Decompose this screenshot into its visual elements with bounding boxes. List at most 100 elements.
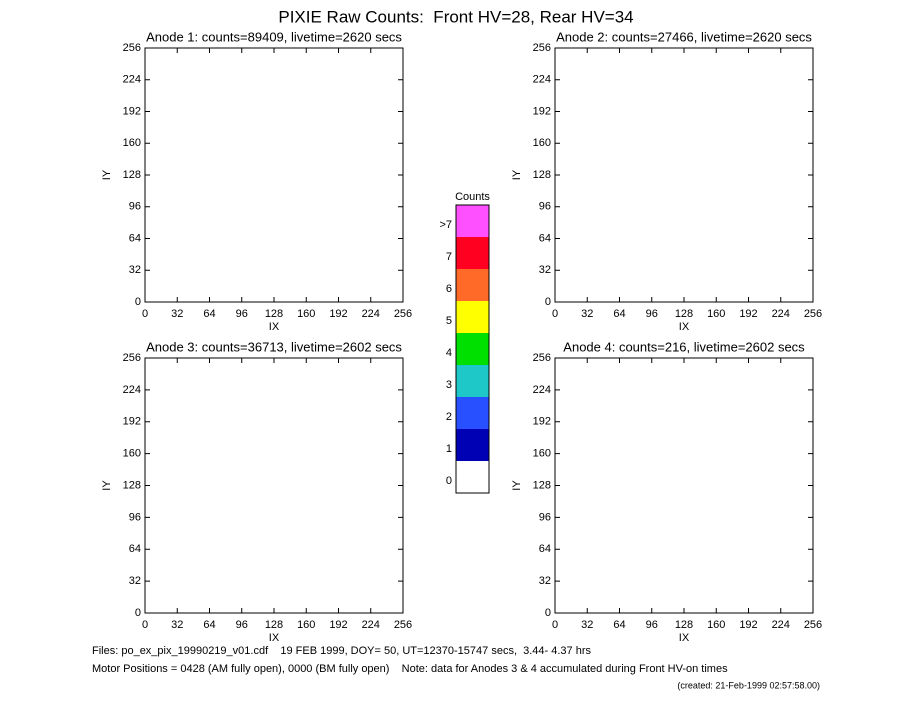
figure-title: PIXIE Raw Counts: Front HV=28, Rear HV=3… xyxy=(278,7,633,26)
panel-title: Anode 3: counts=36713, livetime=2602 sec… xyxy=(146,339,402,354)
colorbar-label: 1 xyxy=(446,443,452,455)
y-axis-label: IY xyxy=(511,480,523,491)
x-tick-label: 64 xyxy=(203,619,215,631)
plot-frame xyxy=(554,357,814,614)
x-tick-label: 96 xyxy=(236,308,248,320)
colorbar-label: 4 xyxy=(446,347,452,359)
y-tick-label: 96 xyxy=(129,511,141,523)
y-tick-label: 0 xyxy=(545,296,551,308)
colorbar-title: Counts xyxy=(455,191,490,203)
y-tick-label: 224 xyxy=(123,74,141,86)
y-tick-label: 160 xyxy=(123,448,141,460)
footer-note: (created: 21-Feb-1999 02:57:58.00) xyxy=(677,680,820,690)
x-tick-label: 32 xyxy=(581,308,593,320)
y-tick-label: 160 xyxy=(533,448,551,460)
y-axis-label: IY xyxy=(101,480,113,491)
x-tick-label: 96 xyxy=(236,619,248,631)
x-tick-label: 128 xyxy=(675,308,693,320)
x-axis-label: IX xyxy=(269,321,280,333)
x-tick-label: 160 xyxy=(297,619,315,631)
x-tick-label: 32 xyxy=(171,619,183,631)
colorbar-swatch xyxy=(456,205,489,237)
y-tick-label: 224 xyxy=(123,384,141,396)
colorbar-swatch xyxy=(456,301,489,333)
y-tick-label: 32 xyxy=(129,264,141,276)
x-tick-label: 96 xyxy=(646,619,658,631)
y-tick-label: 32 xyxy=(539,264,551,276)
x-tick-label: 0 xyxy=(142,619,148,631)
x-tick-label: 160 xyxy=(297,308,315,320)
y-tick-label: 256 xyxy=(533,42,551,54)
x-axis-label: IX xyxy=(679,632,690,644)
x-axis-label: IX xyxy=(679,321,690,333)
x-tick-label: 128 xyxy=(265,619,283,631)
x-tick-label: 128 xyxy=(265,308,283,320)
y-tick-label: 192 xyxy=(533,416,551,428)
x-tick-label: 0 xyxy=(552,619,558,631)
x-tick-label: 256 xyxy=(394,308,412,320)
colorbar-swatch xyxy=(456,333,489,365)
x-tick-label: 256 xyxy=(804,619,822,631)
plot-frame xyxy=(144,47,404,303)
x-tick-label: 256 xyxy=(804,308,822,320)
x-tick-label: 192 xyxy=(739,619,757,631)
y-axis-label: IY xyxy=(511,169,523,180)
x-tick-label: 0 xyxy=(142,308,148,320)
y-tick-label: 224 xyxy=(533,384,551,396)
colorbar-label: 7 xyxy=(446,251,452,263)
colorbar-swatch xyxy=(456,237,489,269)
colorbar-label: 6 xyxy=(446,283,452,295)
x-tick-label: 256 xyxy=(394,619,412,631)
y-tick-label: 128 xyxy=(123,479,141,491)
x-tick-label: 64 xyxy=(613,619,625,631)
y-tick-label: 160 xyxy=(533,137,551,149)
x-tick-label: 224 xyxy=(362,619,380,631)
x-tick-label: 64 xyxy=(203,308,215,320)
x-tick-label: 32 xyxy=(581,619,593,631)
y-tick-label: 256 xyxy=(123,352,141,364)
colorbar-label: 5 xyxy=(446,315,452,327)
x-tick-label: 160 xyxy=(707,619,725,631)
y-tick-label: 160 xyxy=(123,137,141,149)
colorbar-swatch xyxy=(456,461,489,493)
y-tick-label: 192 xyxy=(123,105,141,117)
x-tick-label: 224 xyxy=(362,308,380,320)
footer-line: Files: po_ex_pix_19990219_v01.cdf 19 FEB… xyxy=(92,645,591,657)
plot-frame xyxy=(554,47,814,303)
x-tick-label: 64 xyxy=(613,308,625,320)
y-tick-label: 32 xyxy=(539,575,551,587)
colorbar-swatch xyxy=(456,365,489,397)
x-tick-label: 224 xyxy=(772,308,790,320)
y-tick-label: 64 xyxy=(129,543,141,555)
y-tick-label: 0 xyxy=(135,607,141,619)
y-tick-label: 96 xyxy=(539,201,551,213)
panel-title: Anode 2: counts=27466, livetime=2620 sec… xyxy=(556,29,812,44)
x-tick-label: 0 xyxy=(552,308,558,320)
colorbar-label: >7 xyxy=(439,219,452,231)
x-tick-label: 128 xyxy=(675,619,693,631)
colorbar-swatch xyxy=(456,429,489,461)
x-tick-label: 192 xyxy=(329,308,347,320)
y-tick-label: 224 xyxy=(533,74,551,86)
y-axis-label: IY xyxy=(101,169,113,180)
y-tick-label: 192 xyxy=(123,416,141,428)
y-tick-label: 0 xyxy=(135,296,141,308)
colorbar-frame xyxy=(455,204,490,494)
y-tick-label: 96 xyxy=(539,511,551,523)
x-tick-label: 224 xyxy=(772,619,790,631)
y-tick-label: 256 xyxy=(123,42,141,54)
y-tick-label: 128 xyxy=(533,169,551,181)
plot-frame xyxy=(144,357,404,614)
colorbar-swatch xyxy=(456,269,489,301)
x-tick-label: 32 xyxy=(171,308,183,320)
y-tick-label: 256 xyxy=(533,352,551,364)
y-tick-label: 32 xyxy=(129,575,141,587)
y-tick-label: 0 xyxy=(545,607,551,619)
colorbar-label: 2 xyxy=(446,411,452,423)
y-tick-label: 64 xyxy=(129,232,141,244)
y-tick-label: 128 xyxy=(533,479,551,491)
y-tick-label: 96 xyxy=(129,201,141,213)
footer-line: Motor Positions = 0428 (AM fully open), … xyxy=(92,663,728,675)
y-tick-label: 64 xyxy=(539,232,551,244)
